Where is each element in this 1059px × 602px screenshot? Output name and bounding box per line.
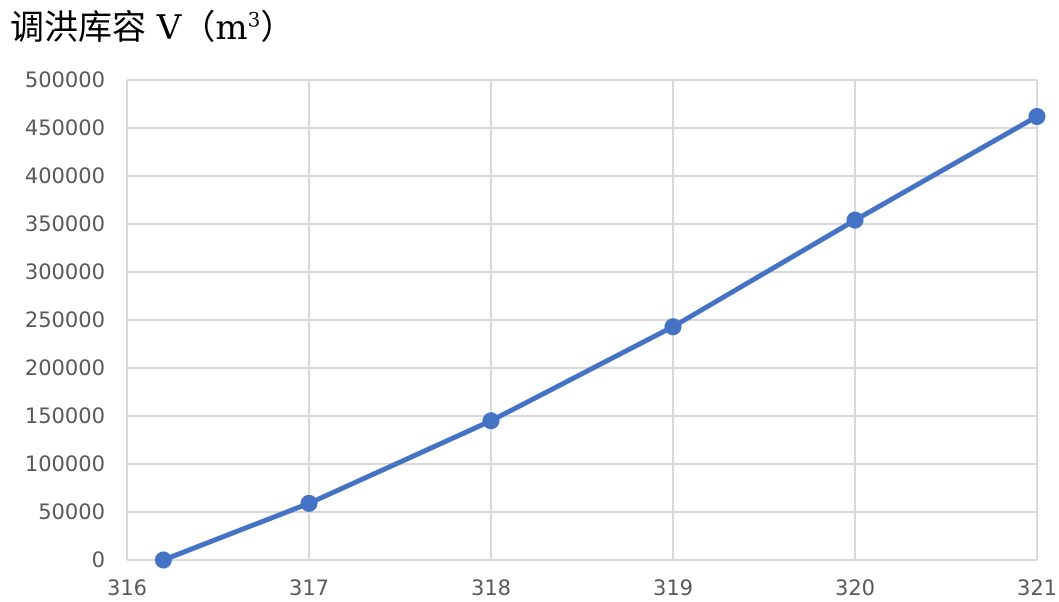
data-point-layer [154,107,1046,569]
x-tick-label: 321 [1017,576,1057,600]
y-tick-label: 400000 [25,164,105,188]
tick-labels: 0 50000 100000 150000 200000 250000 300000 3500… [25,68,1057,600]
x-tick-label: 319 [653,576,693,600]
y-tick-label: 500000 [25,68,105,92]
x-tick-label: 316 [107,576,147,600]
series-line [160,113,1040,563]
x-tick-label: 317 [289,576,329,600]
axes [126,80,1037,561]
data-point [1028,107,1046,125]
x-tick-label: 320 [835,576,875,600]
y-tick-label: 200000 [25,356,105,380]
y-tick-label: 250000 [25,308,105,332]
grid-lines [127,79,1038,560]
y-tick-label: 350000 [25,212,105,236]
chart-title: 调洪库容 V（m3） [10,7,295,48]
y-tick-label: 450000 [25,116,105,140]
y-tick-label: 50000 [38,500,105,524]
y-tick-label: 100000 [25,452,105,476]
series-line-layer [160,113,1040,563]
y-tick-label: 300000 [25,260,105,284]
data-point [482,412,500,430]
y-tick-label: 150000 [25,404,105,428]
x-tick-label: 318 [471,576,511,600]
data-point [300,494,318,512]
data-point [846,211,864,229]
data-point [154,551,172,569]
data-point [664,318,682,336]
y-tick-label: 0 [92,548,105,572]
